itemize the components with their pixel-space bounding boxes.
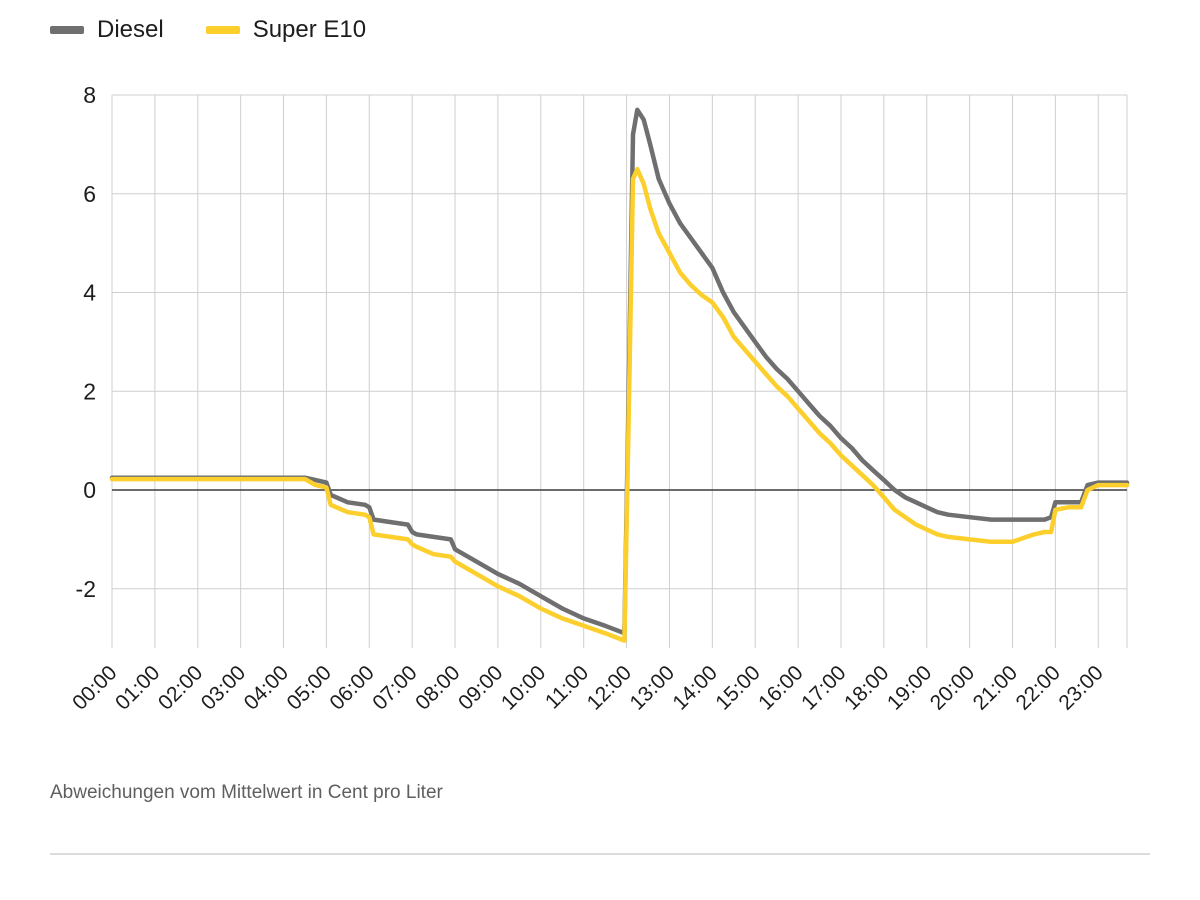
diesel-legend-swatch [50,26,84,34]
bottom-divider [50,853,1150,855]
diesel-legend-label: Diesel [97,16,164,43]
x-tick-label: 02:00 [154,661,207,714]
legend: Diesel Super E10 [50,16,366,44]
diesel-line [109,107,1130,636]
x-tick-label: 17:00 [797,661,850,714]
x-tick-label: 22:00 [1011,661,1064,714]
x-tick-label: 01:00 [111,661,164,714]
x-tick-label: 20:00 [926,661,979,714]
x-tick-label: 14:00 [668,661,721,714]
x-tick-label: 21:00 [969,661,1022,714]
legend-item-diesel: Diesel [50,16,164,44]
x-tick-label: 11:00 [541,661,593,713]
x-tick-label: 06:00 [325,661,378,714]
x-tick-label: 15:00 [711,661,764,714]
super-e10-line [109,166,1130,643]
legend-item-super-e10: Super E10 [205,16,367,44]
y-tick-label: 4 [83,280,96,306]
super-e10-legend-swatch [205,26,240,34]
x-tick-label: 08:00 [411,661,464,714]
y-tick-label: 8 [83,82,96,108]
super-e10-legend-label: Super E10 [252,16,367,43]
x-tick-label: 00:00 [68,661,121,714]
line-chart: -2 0 2 4 6 8 00:0001:0002:0003:0004:0005:0006:… [68,82,1130,715]
x-tick-label: 16:00 [754,661,807,714]
x-tick-label: 13:00 [626,661,679,714]
x-tick-label: 10:00 [497,661,550,714]
x-tick-label: 12:00 [583,661,636,714]
y-tick-label: 2 [83,378,96,404]
x-tick-label: 04:00 [240,661,293,714]
x-tick-label: 05:00 [283,661,336,714]
x-tick-label: 07:00 [368,661,421,714]
y-tick-label: 6 [83,181,96,207]
x-tick-label: 09:00 [454,661,507,714]
x-tick-label: 23:00 [1054,661,1107,714]
x-tick-label: 18:00 [840,661,893,714]
y-tick-label: -2 [76,576,96,602]
y-tick-label: 0 [83,477,96,503]
chart-caption: Abweichungen vom Mittelwert in Cent pro … [50,782,443,803]
x-tick-label: 19:00 [883,661,936,714]
x-tick-label: 03:00 [197,661,250,714]
